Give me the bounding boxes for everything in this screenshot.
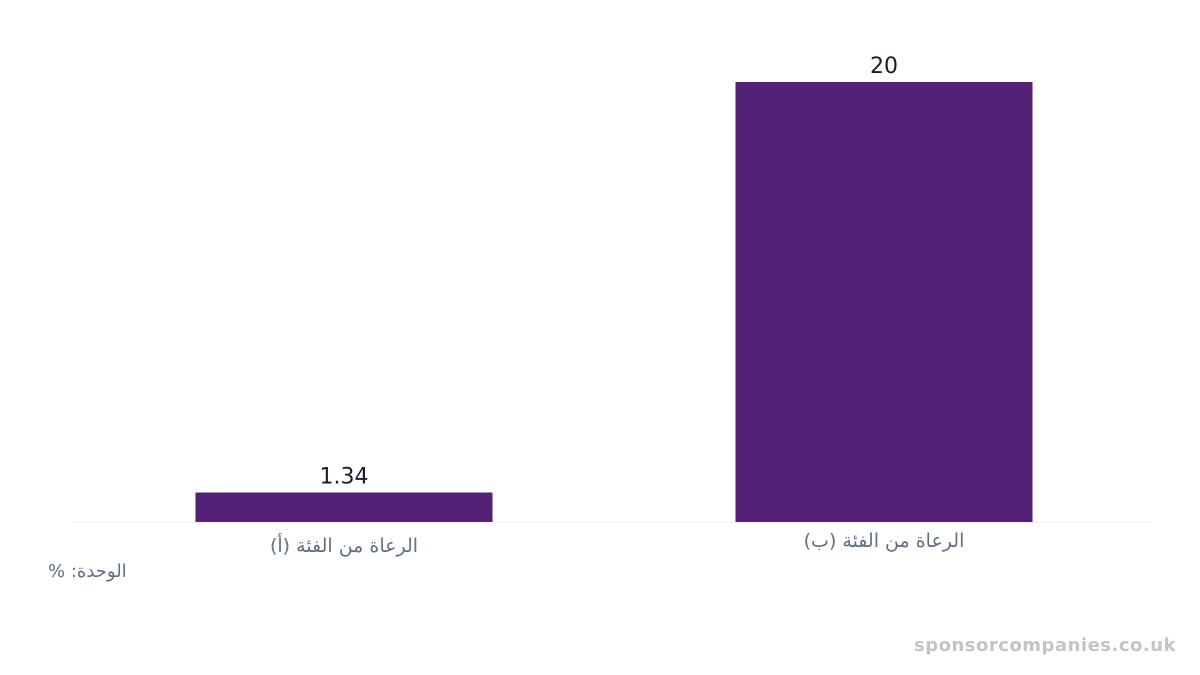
category-label-0: الرعاة من الفئة (أ) — [270, 533, 418, 557]
value-label-1: 20 — [870, 54, 898, 79]
value-labels-group: 1.34 20 — [320, 54, 898, 490]
unit-label: الوحدة: % — [48, 561, 127, 582]
category-labels-group: الرعاة من الفئة (أ) الرعاة من الفئة (ب) — [270, 530, 964, 557]
bars-group — [195, 82, 1033, 522]
bar-0 — [195, 492, 493, 522]
value-label-0: 1.34 — [320, 465, 369, 490]
category-label-1: الرعاة من الفئة (ب) — [804, 530, 965, 552]
watermark: sponsorcompanies.co.uk — [914, 635, 1176, 656]
bar-1 — [735, 82, 1033, 522]
